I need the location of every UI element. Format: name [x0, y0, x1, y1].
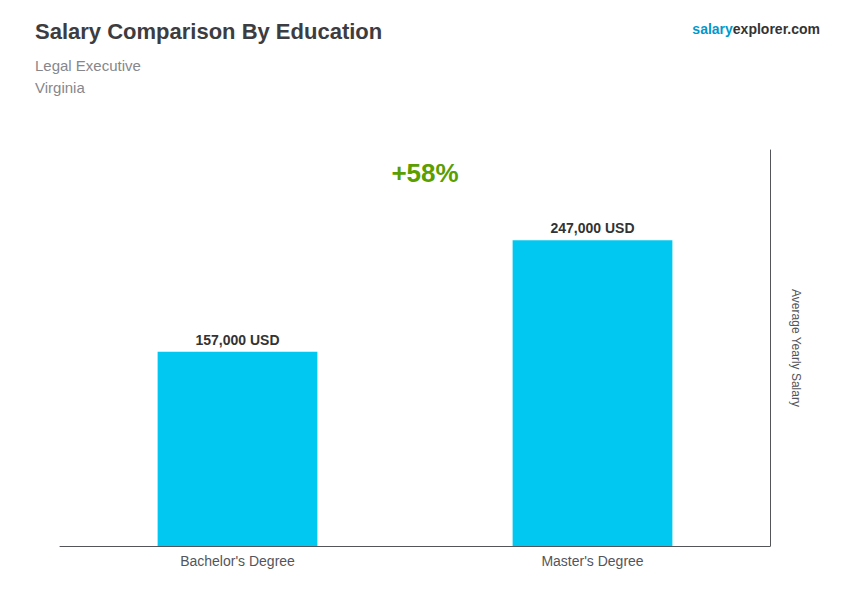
svg-text:+58%: +58% — [391, 158, 458, 188]
svg-text:Bachelor's Degree: Bachelor's Degree — [180, 553, 295, 569]
svg-text:Master's Degree: Master's Degree — [541, 553, 643, 569]
svg-text:Average Yearly Salary: Average Yearly Salary — [789, 289, 803, 407]
svg-text:salary: salary — [692, 21, 733, 37]
svg-text:247,000 USD: 247,000 USD — [550, 220, 634, 236]
svg-text:explorer.com: explorer.com — [733, 21, 820, 37]
svg-text:157,000 USD: 157,000 USD — [195, 332, 279, 348]
svg-text:Virginia: Virginia — [35, 79, 85, 96]
svg-text:Legal Executive: Legal Executive — [35, 57, 141, 74]
svg-text:Salary Comparison By Education: Salary Comparison By Education — [35, 19, 382, 44]
